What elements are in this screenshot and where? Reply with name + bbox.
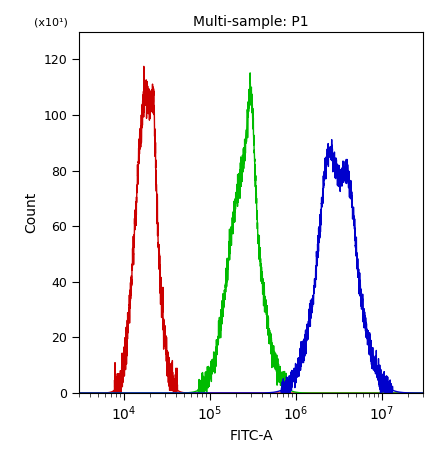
Title: Multi-sample: P1: Multi-sample: P1 xyxy=(193,15,309,29)
Text: (x10¹): (x10¹) xyxy=(34,18,68,28)
Y-axis label: Count: Count xyxy=(24,191,38,233)
X-axis label: FITC-A: FITC-A xyxy=(229,429,273,443)
